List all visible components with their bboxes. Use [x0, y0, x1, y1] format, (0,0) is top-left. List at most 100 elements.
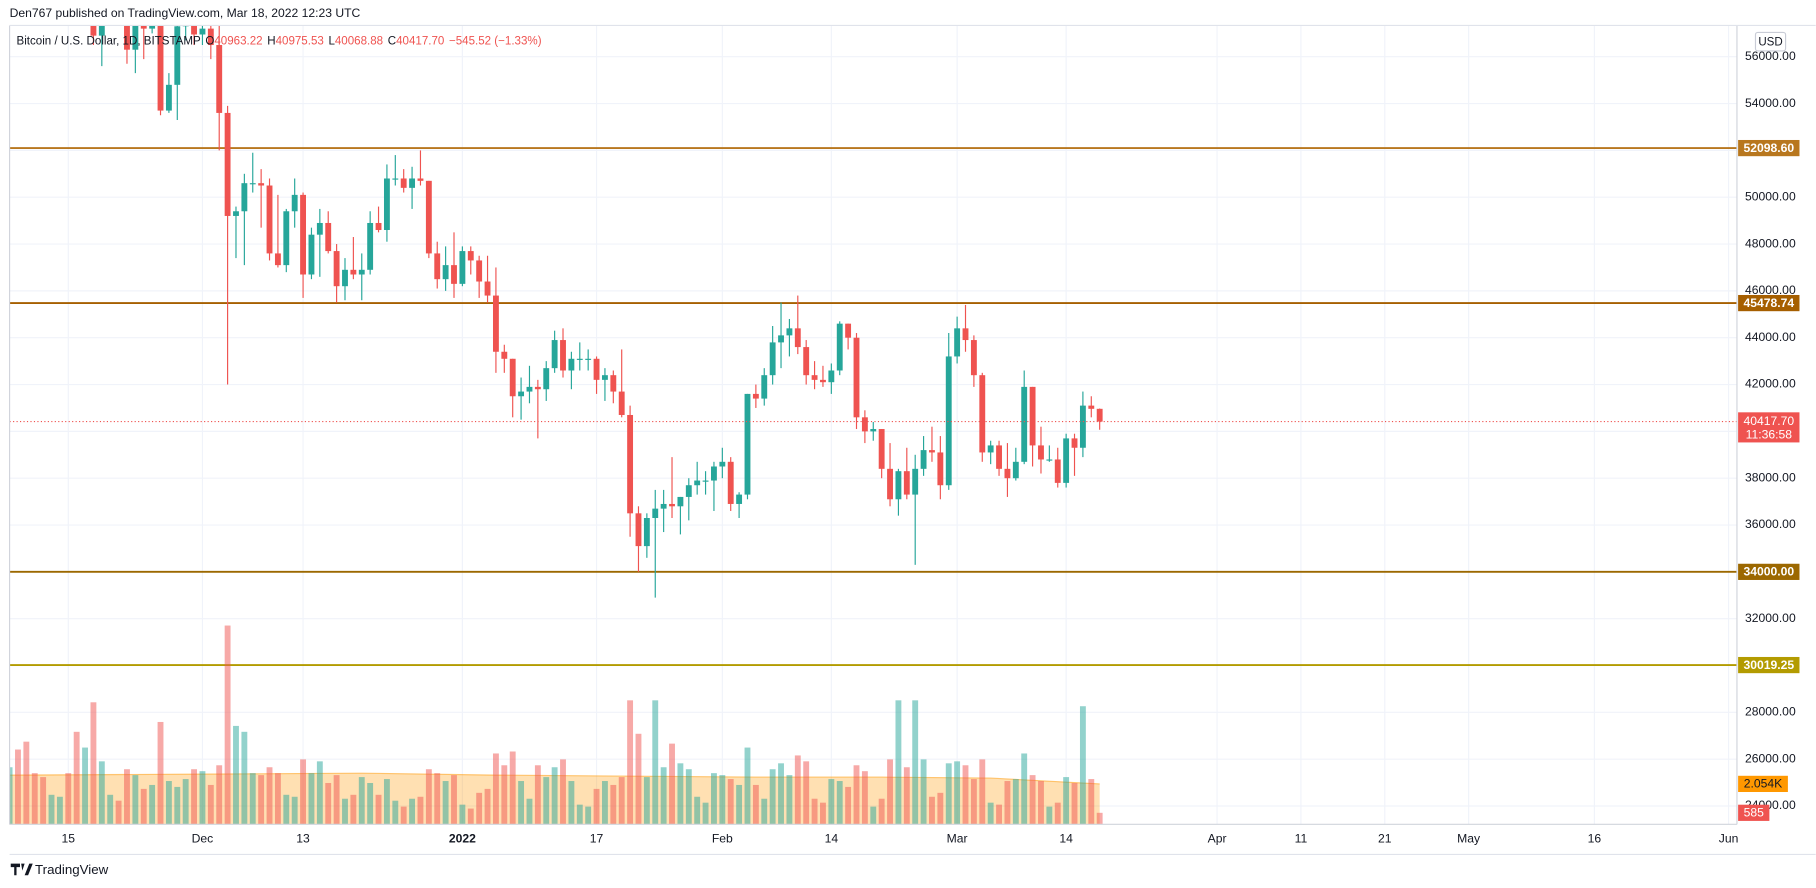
volume-bar — [476, 792, 483, 825]
candle-body — [467, 251, 474, 261]
candle-body — [895, 471, 902, 500]
volume-bar — [291, 796, 298, 825]
volume-bar — [1012, 779, 1019, 825]
candle-body — [191, 25, 197, 35]
candle-body — [987, 445, 994, 453]
candle-body — [417, 178, 424, 181]
candle-body — [534, 386, 541, 390]
volume-bar — [970, 779, 977, 825]
legend-change: −545.52 (−1.33%) — [449, 36, 542, 48]
candle-body — [996, 445, 1002, 469]
volume-bar — [207, 784, 214, 825]
volume-bar — [803, 761, 810, 825]
candle-body — [333, 251, 340, 287]
volume-bar — [199, 771, 206, 825]
volume-bar — [442, 781, 449, 825]
volume-bar — [1079, 706, 1086, 825]
volume-bar — [40, 777, 47, 825]
volume-bar — [107, 794, 114, 825]
volume-bar — [509, 751, 516, 825]
legend-value: 40963.22 — [214, 36, 262, 48]
candle-body — [778, 335, 784, 343]
volume-ma-label: 2.054K — [1744, 777, 1782, 791]
volume-bar — [954, 761, 961, 825]
volume-bar — [451, 775, 457, 825]
candle-body — [233, 211, 239, 216]
volume-bar — [501, 765, 508, 825]
volume-bar — [526, 798, 533, 825]
volume-bar — [23, 741, 30, 825]
volume-bar — [417, 796, 424, 825]
candle-body — [769, 342, 776, 376]
level-label-box — [1738, 294, 1800, 312]
volume-bar — [300, 759, 307, 825]
volume-bar — [9, 767, 13, 825]
candle-body — [954, 328, 961, 357]
candle-body — [174, 26, 181, 85]
volume-bar — [694, 796, 701, 825]
volume-bar — [618, 777, 625, 825]
y-tick-label: 32000.00 — [1745, 611, 1796, 625]
candle-body — [358, 269, 365, 275]
volume-bar — [610, 784, 617, 825]
publisher: Den767 published on TradingView.com, Mar… — [10, 6, 361, 20]
volume-bar — [484, 788, 491, 825]
level-label: 45478.74 — [1743, 296, 1794, 310]
level-label-box — [1738, 139, 1800, 157]
x-tick-label: Feb — [712, 832, 733, 846]
candle-body — [1046, 459, 1053, 461]
candle-body — [1054, 459, 1061, 483]
volume-bar — [467, 808, 474, 825]
volume-bar — [274, 773, 281, 825]
candle-body — [383, 178, 390, 231]
candle-body — [1079, 405, 1086, 448]
candle-body — [543, 368, 550, 390]
volume-bar — [65, 773, 72, 825]
volume-bar — [266, 767, 273, 825]
volume-bar — [241, 731, 248, 825]
volume-bar — [534, 765, 541, 825]
legend-value: 40068.88 — [335, 36, 383, 48]
candle-body — [652, 508, 659, 519]
candle-body — [1029, 386, 1036, 446]
volume-bar — [1004, 781, 1011, 825]
candle-body — [962, 328, 969, 341]
y-tick-label: 56000.00 — [1745, 49, 1796, 63]
volume-bar — [828, 779, 835, 825]
legend-value: 40417.70 — [396, 36, 444, 48]
candle-body — [752, 393, 759, 399]
volume-bar — [258, 775, 265, 825]
candle-body — [861, 417, 868, 432]
volume-bar — [1029, 775, 1036, 825]
volume-bar — [224, 625, 231, 825]
volume-bar — [593, 788, 600, 825]
candle-body — [1063, 438, 1070, 483]
volume-bar — [711, 773, 717, 825]
x-tick-label: Mar — [947, 832, 968, 846]
volume-bar — [769, 769, 776, 825]
candle-body — [945, 356, 952, 486]
volume-bar — [350, 794, 357, 825]
volume-bar — [518, 781, 525, 825]
volume-bar — [115, 800, 122, 825]
legend: Bitcoin / U.S. Dollar, 1D, BITSTAMP O4096… — [17, 36, 542, 48]
volume-bar — [702, 802, 709, 825]
x-tick-label: 16 — [1588, 832, 1602, 846]
volume-bar — [124, 769, 130, 825]
volume-bar — [191, 769, 197, 825]
candle-body — [794, 328, 801, 348]
volume-bar — [73, 731, 80, 825]
volume-bar — [643, 777, 650, 825]
candle-body — [392, 178, 399, 180]
legend-key: C — [388, 36, 396, 48]
legend-title: Bitcoin / U.S. Dollar, 1D, BITSTAMP — [17, 36, 201, 48]
volume-last-box — [1738, 804, 1770, 821]
candle-body — [484, 281, 491, 296]
candle-body — [576, 358, 583, 360]
volume-bar — [56, 796, 63, 825]
x-tick-label: 13 — [296, 832, 310, 846]
volume-bar — [157, 721, 164, 825]
candle-body — [744, 393, 751, 495]
candle-body — [216, 45, 223, 113]
x-tick-label: 17 — [590, 832, 604, 846]
